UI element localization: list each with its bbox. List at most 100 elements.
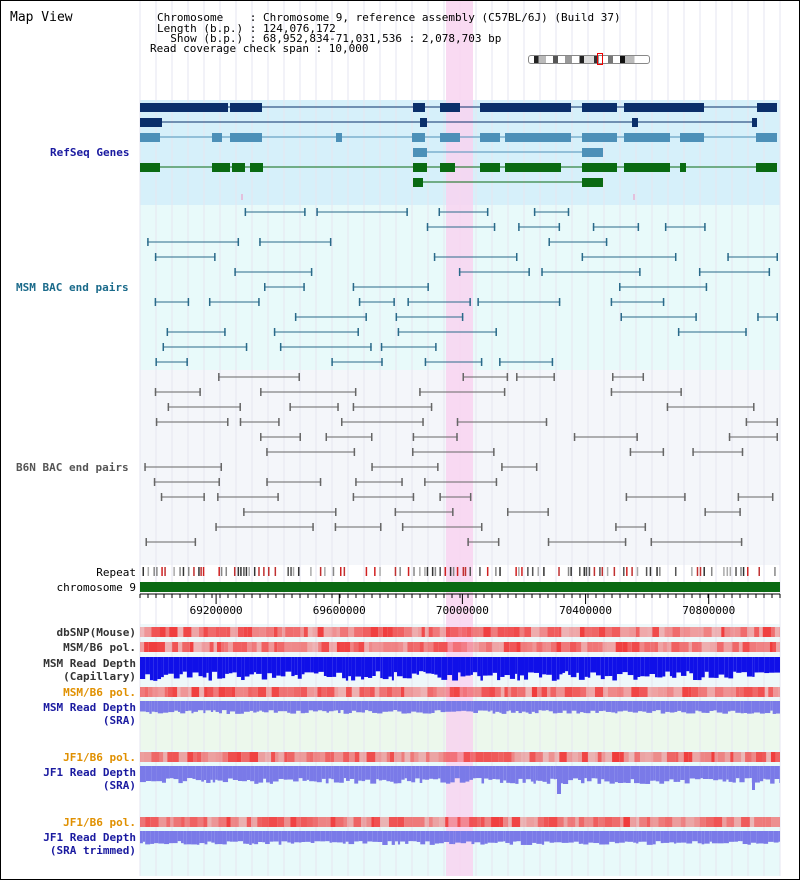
jf1-pol-cell (271, 752, 276, 762)
b6n-bac-end (352, 403, 355, 411)
jf1-trim-depth-bar (245, 831, 250, 844)
gene-exon (232, 163, 245, 172)
msm-depth-sra-bar (515, 701, 519, 712)
jf1-trim-depth-bar (237, 831, 244, 842)
msm-pol2-cell (427, 687, 434, 697)
jf1-pol-cell (438, 752, 444, 762)
jf1-trim-depth-bar (420, 831, 426, 845)
jf1-depth-bar (495, 766, 500, 780)
jf1-depth-bar (419, 766, 423, 783)
jf1-pol2-cell (257, 817, 262, 827)
repeat-element (521, 567, 523, 576)
msm-depth-cap-bar (434, 657, 438, 675)
msm-depth-sra-bar (249, 701, 254, 711)
repeat-element (606, 567, 609, 576)
chromosome-ideogram[interactable] (528, 53, 654, 65)
msm-pol2-cell (474, 687, 482, 697)
jf1-trim-depth-bar (382, 831, 388, 845)
jf1-pol2-cell (765, 817, 772, 827)
msm-pol2-cell (743, 687, 753, 697)
jf1-pol-cell (404, 752, 411, 762)
msm-pol-cell (516, 642, 521, 652)
b6n-bac-end (610, 388, 613, 396)
jf1-pol-cell (375, 752, 382, 762)
dbsnp-cell (458, 627, 462, 637)
track-label-jf1-trim: JF1 Read Depth (43, 831, 136, 844)
jf1-pol-cell (343, 752, 350, 762)
track-label-msm-pol-2: MSM/B6 pol. (63, 686, 136, 699)
jf1-pol-cell (661, 752, 667, 762)
msm-depth-cap-bar (228, 657, 233, 674)
jf1-depth-bar (313, 766, 317, 782)
jf1-pol2-cell (557, 817, 564, 827)
dbsnp-cell (664, 627, 673, 637)
msm-depth-sra-bar (583, 701, 586, 713)
jf1-depth-bar (732, 766, 736, 783)
jf1-pol2-cell (230, 817, 239, 827)
repeat-element (703, 567, 705, 576)
msm-bac-end (393, 298, 395, 306)
jf1-trim-depth-bar (497, 831, 504, 842)
jf1-depth-bar (358, 766, 362, 781)
jf1-depth-bar (178, 766, 183, 784)
dbsnp-cell (698, 627, 704, 637)
msm-pol-cell (277, 642, 285, 652)
msm-depth-sra-bar (722, 701, 728, 714)
jf1-pol2-cell (207, 817, 212, 827)
msm-depth-sra-bar (669, 701, 675, 713)
gene-exon (582, 163, 617, 172)
msm-pol-cell (182, 642, 190, 652)
jf1-depth-bar (173, 766, 179, 780)
msm-pol-cell (438, 642, 448, 652)
repeat-element (499, 567, 501, 576)
jf1-depth-bar (744, 766, 750, 779)
jf1-depth-bar (278, 766, 284, 779)
msm-depth-cap-bar (600, 657, 605, 680)
msm-pol-cell (749, 642, 757, 652)
msm-depth-sra-bar (598, 701, 604, 712)
msm-pol2-cell (550, 687, 556, 697)
msm-pol2-cell (511, 687, 518, 697)
msm-depth-sra-bar (590, 701, 596, 711)
jf1-depth-bar (604, 766, 610, 782)
dbsnp-cell (524, 627, 532, 637)
jf1-trim-depth-bar (172, 831, 178, 844)
b6n-bac-end (625, 493, 628, 501)
gene-exon (212, 163, 230, 172)
jf1-pol-cell (514, 752, 521, 762)
jf1-trim-depth-bar (273, 831, 279, 842)
jf1-depth-bar (425, 766, 430, 780)
msm-depth-sra-bar (665, 701, 670, 712)
msm-bac-end (397, 328, 400, 336)
jf1-depth-bar (404, 766, 407, 779)
msm-pol-cell (679, 642, 689, 652)
jf1-depth-bar (650, 766, 654, 781)
ruler-tick-label: 70800000 (682, 604, 735, 617)
jf1-pol-cell (163, 752, 168, 762)
jf1-depth-bar (450, 766, 455, 783)
jf1-pol2-cell (145, 817, 151, 827)
msm-pol2-cell (673, 687, 683, 697)
jf1-depth-bar (429, 766, 433, 779)
msm-pol-cell (221, 642, 225, 652)
msm-depth-sra-bar (445, 701, 452, 712)
dbsnp-cell (466, 627, 472, 637)
dbsnp-cell (382, 627, 388, 637)
dbsnp-cell (483, 627, 491, 637)
jf1-pol2-cell (604, 817, 613, 827)
jf1-pol2-cell (664, 817, 673, 827)
msm-pol-cell (391, 642, 399, 652)
jf1-depth-bar (763, 766, 766, 779)
msm-bac-end (316, 208, 318, 216)
jf1-trim-depth-bar (391, 831, 395, 845)
jf1-pol2-cell (741, 817, 750, 827)
repeat-element (193, 567, 195, 576)
msm-pol2-cell (453, 687, 460, 697)
repeat-element (456, 567, 459, 576)
jf1-pol-cell (222, 752, 228, 762)
jf1-trim-depth-bar (505, 831, 510, 843)
dbsnp-cell (513, 627, 520, 637)
jf1-pol2-cell (238, 817, 247, 827)
repeat-element (613, 567, 616, 576)
